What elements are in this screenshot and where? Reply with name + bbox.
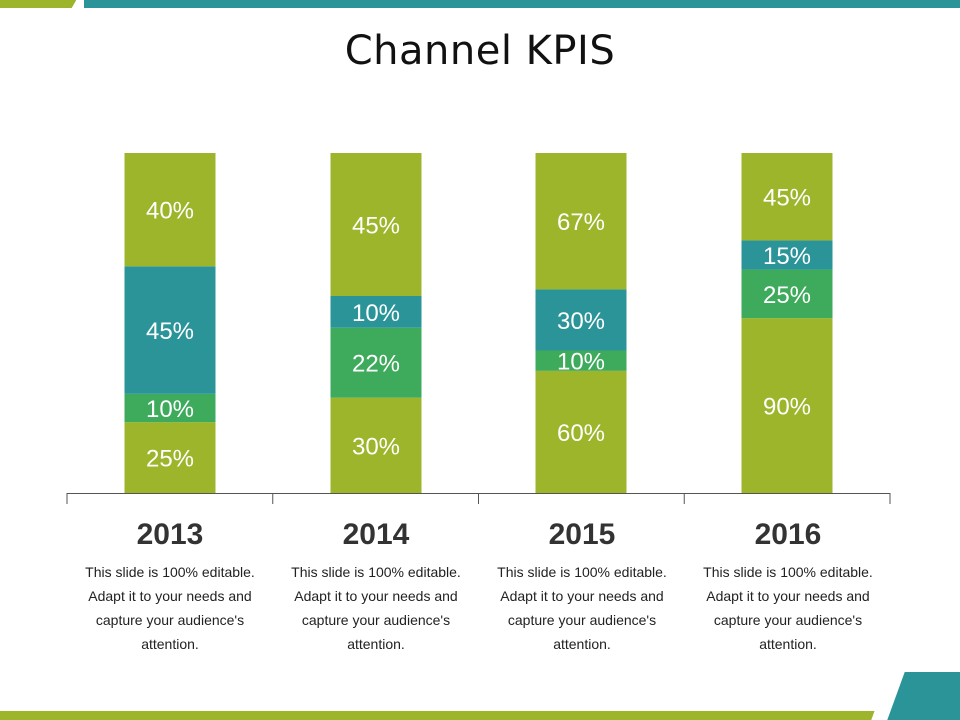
description-line: attention. [553,636,611,652]
data-label-2015-1: 60% [557,420,605,447]
data-label-2015-3: 30% [557,308,605,335]
description-line: capture your audience's [95,612,245,628]
data-label-2014-3: 10% [352,300,400,327]
description-line: Adapt it to your needs and [294,588,458,604]
bar-segment-2016-2 [741,269,833,319]
description-line: attention. [347,636,405,652]
data-label-2016-3: 15% [763,243,811,270]
bar-segment-2016-3 [741,240,833,270]
description-line: This slide is 100% editable. [703,564,873,580]
top-accent-bar-teal [84,0,960,8]
description-line: Adapt it to your needs and [88,588,252,604]
bar-segment-2016-1 [741,318,833,493]
bar-segment-2015-4 [535,153,627,290]
bar-segment-2015-2 [535,350,627,371]
data-label-2016-4: 45% [763,185,811,212]
description-line: This slide is 100% editable. [291,564,461,580]
bar-segment-2014-2 [330,327,422,398]
description-line: Adapt it to your needs and [706,588,870,604]
description-line: capture your audience's [507,612,657,628]
bar-segment-2016-4 [741,153,833,241]
description-2013: This slide is 100% editable. Adapt it to… [67,560,273,656]
data-label-2013-2: 10% [146,396,194,423]
description-2015: This slide is 100% editable. Adapt it to… [479,560,685,656]
description-line: attention. [141,636,199,652]
year-label-2016: 2016 [754,518,822,551]
description-line: This slide is 100% editable. [85,564,255,580]
data-label-2013-3: 45% [146,318,194,345]
bar-segment-2013-1 [124,422,216,493]
bar-segment-2013-2 [124,393,216,423]
bottom-accent-bar-green [0,711,890,720]
description-line: attention. [759,636,817,652]
data-label-2016-2: 25% [763,282,811,309]
description-line: capture your audience's [301,612,451,628]
data-label-2014-1: 30% [352,433,400,460]
data-label-2015-2: 10% [557,349,605,376]
bar-segment-2014-4 [330,153,422,296]
description-line: This slide is 100% editable. [497,564,667,580]
data-label-2016-1: 90% [763,394,811,421]
description-line: capture your audience's [713,612,863,628]
description-line: Adapt it to your needs and [500,588,664,604]
year-label-2015: 2015 [548,518,616,551]
data-label-2013-1: 25% [146,446,194,473]
top-accent-bar-green [0,0,76,8]
bar-segment-2015-1 [535,370,627,493]
bar-segment-2014-3 [330,295,422,328]
description-2016: This slide is 100% editable. Adapt it to… [685,560,891,656]
data-label-2015-4: 67% [557,209,605,236]
slide-title: Channel KPIS [344,28,616,74]
data-label-2014-4: 45% [352,212,400,239]
year-label-2014: 2014 [342,518,410,551]
bar-segment-2013-4 [124,153,216,267]
data-label-2014-2: 22% [352,351,400,378]
bar-segment-2014-1 [330,397,422,493]
data-label-2013-4: 40% [146,198,194,225]
description-2014: This slide is 100% editable. Adapt it to… [273,560,479,656]
bar-segment-2013-3 [124,266,216,394]
year-label-2013: 2013 [136,518,204,551]
bar-segment-2015-3 [535,289,627,351]
